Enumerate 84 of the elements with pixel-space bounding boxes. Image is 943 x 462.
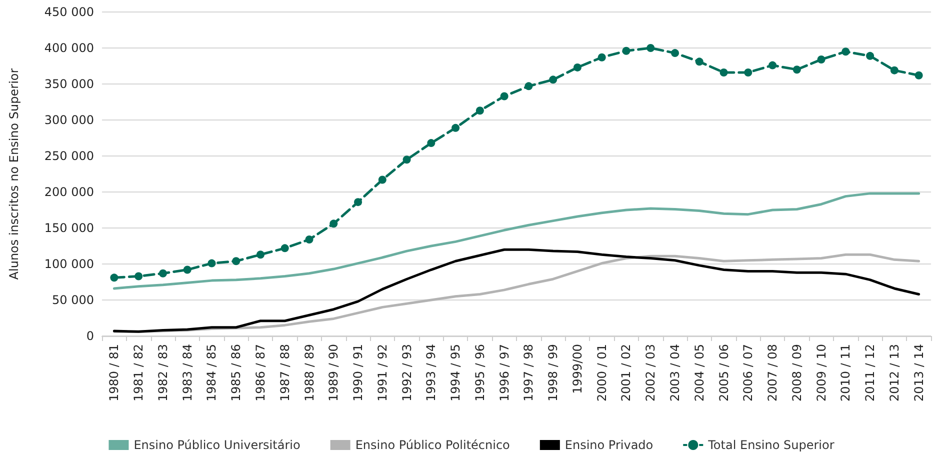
point — [256, 250, 264, 259]
point — [305, 236, 314, 244]
y-tick-label: 300 000 — [44, 113, 94, 127]
x-tick-label: 1999/00 — [570, 344, 584, 394]
x-tick-label: 2009 / 10 — [814, 344, 828, 402]
point — [402, 156, 411, 164]
x-tick-label: 2011 / 12 — [863, 344, 878, 402]
point — [280, 244, 289, 252]
x-tick-label: 1982 / 83 — [156, 344, 170, 402]
point — [720, 68, 728, 76]
point — [134, 272, 143, 280]
x-tick-label: 2000 / 01 — [594, 344, 609, 402]
point — [598, 53, 606, 62]
x-tick-label: 1993 / 94 — [424, 344, 438, 402]
point — [695, 58, 704, 66]
point — [817, 56, 826, 64]
point — [183, 266, 192, 274]
x-tick-label: 1992 / 93 — [400, 344, 414, 402]
point — [110, 274, 118, 282]
x-tick-label: 1991 / 92 — [375, 344, 390, 402]
y-axis-title: Alunos inscritos no Ensino Superior — [7, 68, 21, 280]
y-tick-label: 100 000 — [44, 257, 94, 271]
x-tick-label: 2001 / 02 — [619, 344, 634, 402]
y-tick-label: 400 000 — [44, 41, 94, 55]
x-tick-label: 2003 / 04 — [668, 344, 682, 402]
y-tick-label: 200 000 — [44, 185, 94, 199]
point — [842, 48, 850, 56]
point — [744, 68, 752, 76]
point — [573, 63, 582, 72]
point — [914, 71, 923, 80]
x-tick-label: 2005 / 06 — [716, 344, 731, 402]
x-tick-label: 1987 / 88 — [278, 344, 292, 402]
x-tick-label: 2002 / 03 — [644, 344, 658, 402]
point — [354, 198, 362, 206]
line-series — [112, 192, 920, 290]
y-tick-label: 150 000 — [44, 221, 94, 235]
point — [427, 139, 436, 148]
point — [452, 124, 460, 132]
point — [330, 220, 338, 228]
x-tick-label: 1994 / 95 — [448, 344, 463, 402]
point — [768, 61, 777, 70]
x-tick-label: 1984 / 85 — [204, 344, 219, 402]
x-tick-label: 2010 / 11 — [838, 344, 853, 402]
x-tick-label: 1997 / 98 — [522, 344, 536, 402]
y-tick-label: 350 000 — [44, 77, 94, 91]
x-tick-label: 2013 / 14 — [912, 344, 926, 402]
point — [890, 66, 898, 74]
x-tick-label: 1988 / 89 — [302, 344, 316, 402]
x-tick-label: 1989 / 90 — [326, 344, 341, 402]
x-tick-label: 1983 / 84 — [180, 344, 194, 402]
point — [476, 106, 484, 115]
point — [208, 259, 216, 268]
x-tick-label: 1996 / 97 — [497, 344, 512, 402]
legend-label: Ensino Privado — [564, 438, 654, 452]
point — [158, 269, 167, 278]
x-tick-label: 2004 / 05 — [692, 344, 706, 402]
point — [524, 82, 533, 90]
point — [622, 46, 630, 55]
x-tick-label: 1990 / 91 — [351, 344, 366, 402]
x-tick-label: 1985 / 86 — [229, 344, 244, 402]
y-tick-label: 250 000 — [44, 149, 94, 163]
y-tick-label: 0 — [86, 329, 94, 343]
x-tick-label: 1980 / 81 — [107, 344, 122, 402]
x-tick-label: 2008 / 09 — [790, 344, 804, 402]
y-tick-label: 450 000 — [44, 5, 94, 19]
point — [549, 76, 558, 84]
point — [500, 92, 508, 100]
x-tick-label: 1981 / 82 — [132, 344, 146, 402]
point — [866, 52, 874, 60]
x-tick-label: 2006 / 07 — [741, 344, 756, 402]
point — [378, 176, 386, 184]
x-tick-label: 1986 / 87 — [253, 344, 268, 402]
y-tick-label: 50 000 — [52, 293, 94, 307]
point — [792, 66, 801, 74]
legend-label: Total Ensino Superior — [707, 438, 834, 452]
legend-label: Ensino Público Universitário — [134, 438, 300, 452]
x-tick-label: 1995 / 96 — [472, 344, 487, 402]
point — [646, 44, 655, 52]
x-tick-label: 1998 / 99 — [546, 344, 560, 402]
point — [670, 49, 679, 58]
legend-label: Ensino Público Politécnico — [355, 438, 510, 452]
x-tick-label: 2012 / 13 — [887, 344, 902, 402]
x-tick-label: 2007 / 08 — [766, 344, 780, 402]
point — [232, 257, 240, 266]
